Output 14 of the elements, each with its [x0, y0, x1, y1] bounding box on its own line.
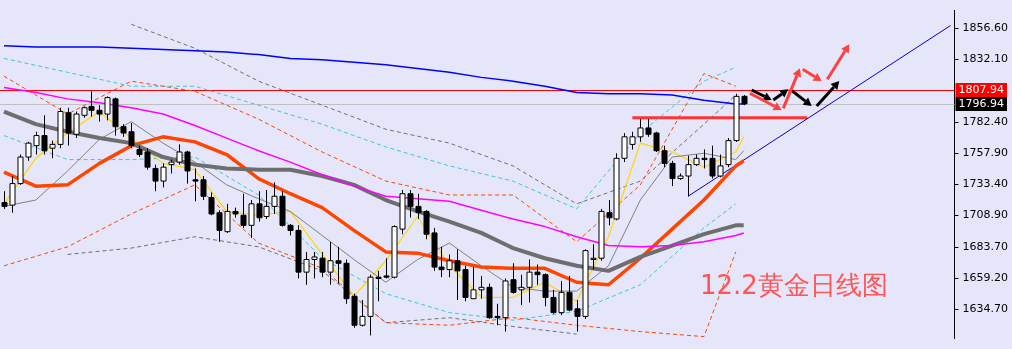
- y-tick-label: 1856.60: [962, 21, 1009, 35]
- annotation: 12.2黄金日线图: [700, 269, 888, 302]
- ref-line-label: 1796.94: [958, 97, 1005, 111]
- y-tick-label: 1757.90: [962, 146, 1009, 160]
- y-tick-label: 1683.70: [962, 240, 1009, 254]
- y-tick-label: 1832.10: [962, 52, 1009, 66]
- y-tick-label: 1733.40: [962, 177, 1009, 191]
- y-tick-label: 1634.70: [962, 302, 1009, 316]
- line-series: [3, 57, 737, 210]
- y-tick-label: 1708.90: [962, 208, 1009, 222]
- line-series: [67, 236, 578, 335]
- ref-line-label: 1807.94: [958, 83, 1005, 97]
- y-tick-label: 1782.40: [962, 115, 1009, 129]
- y-tick-label: 1659.20: [962, 271, 1009, 285]
